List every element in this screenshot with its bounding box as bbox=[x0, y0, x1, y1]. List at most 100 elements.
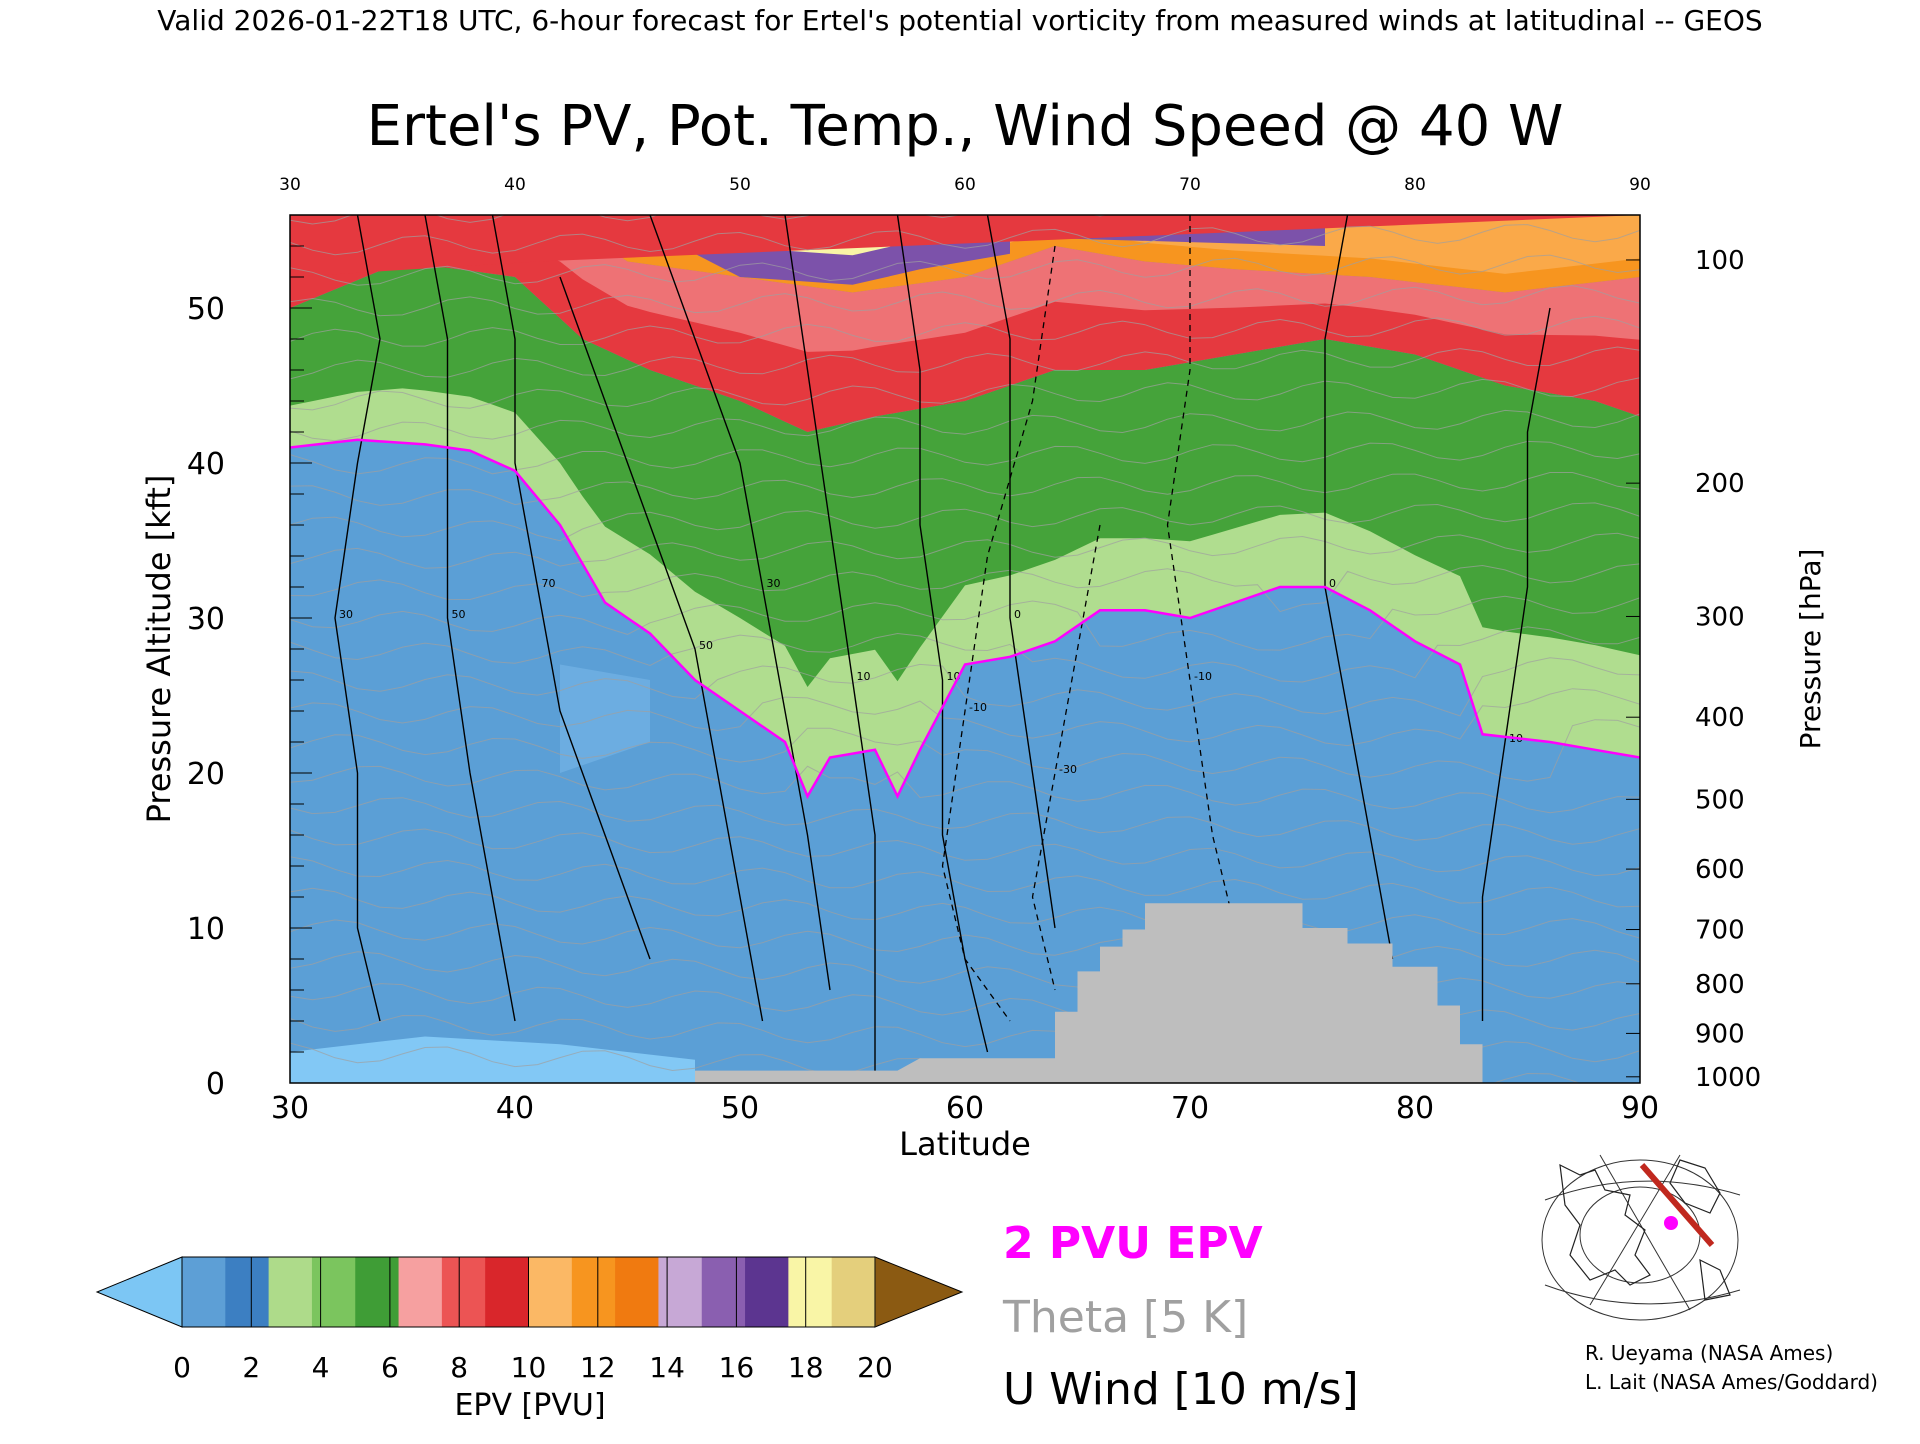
theta-contour bbox=[290, 532, 1640, 569]
u-wind-contour-label: 70 bbox=[542, 577, 556, 590]
colorbar: 0 2 4 6 8 10 12 14 16 18 20 bbox=[95, 1256, 964, 1384]
y-axis-label: Pressure Altitude [kft] bbox=[140, 475, 178, 824]
theta-contour bbox=[290, 828, 1640, 877]
pressure-tick-label: 100 bbox=[1695, 246, 1745, 276]
x-tick-label: 60 bbox=[946, 1091, 984, 1126]
colorbar-segment bbox=[182, 1257, 226, 1327]
u-wind-contour bbox=[649, 215, 831, 991]
u-wind-contour-label: 0 bbox=[1014, 608, 1021, 621]
theta-contour bbox=[290, 719, 1640, 782]
colorbar-tick-label: 10 bbox=[511, 1351, 547, 1384]
colorbar-segment bbox=[528, 1257, 573, 1327]
terrain-mask bbox=[695, 903, 1483, 1083]
pressure-tick-label: 300 bbox=[1695, 602, 1745, 632]
y-tick-label: 40 bbox=[187, 447, 225, 482]
x-tick-label-top: 50 bbox=[729, 175, 751, 195]
right-axis-label: Pressure [hPa] bbox=[1794, 549, 1827, 750]
u-wind-contour bbox=[1481, 307, 1551, 1021]
valid-line: Valid 2026-01-22T18 UTC, 6-hour forecast… bbox=[157, 4, 1762, 37]
colorbar-segment bbox=[701, 1257, 746, 1327]
x-axis-label: Latitude bbox=[899, 1125, 1031, 1163]
u-wind-contour-label: 0 bbox=[1329, 577, 1336, 590]
colorbar-tick-label: 14 bbox=[649, 1351, 685, 1384]
x-tick-label-top: 90 bbox=[1629, 175, 1651, 195]
map-grid-ring bbox=[1541, 1159, 1739, 1321]
transition-band bbox=[290, 261, 1640, 797]
colorbar-tick-label: 12 bbox=[580, 1351, 616, 1384]
colorbar-tick-label: 20 bbox=[857, 1351, 893, 1384]
u-wind-contour-label: 10 bbox=[857, 670, 871, 683]
theta-contour bbox=[290, 856, 1640, 908]
colorbar-tick-label: 18 bbox=[788, 1351, 824, 1384]
u-wind-contour-label: 50 bbox=[699, 639, 713, 652]
y-tick-label: 50 bbox=[187, 292, 225, 327]
u-wind-contour-label: 50 bbox=[452, 608, 466, 621]
theta-contour bbox=[290, 688, 1640, 747]
colorbar-low-arrow bbox=[95, 1256, 183, 1328]
theta-contour bbox=[290, 224, 1640, 256]
upper-left-red bbox=[290, 215, 1640, 277]
u-wind-contour-label: 30 bbox=[767, 577, 781, 590]
colorbar-segment bbox=[355, 1257, 400, 1327]
y-tick-label: 20 bbox=[187, 757, 225, 792]
colorbar-segment bbox=[745, 1257, 789, 1327]
chart-title: Ertel's PV, Pot. Temp., Wind Speed @ 40 … bbox=[367, 94, 1564, 159]
u-wind-contour-label: -30 bbox=[1059, 763, 1077, 776]
pressure-tick-label: 900 bbox=[1695, 1019, 1745, 1049]
colorbar-segment bbox=[398, 1257, 443, 1327]
map-marker bbox=[1664, 1216, 1678, 1230]
theta-contour bbox=[290, 919, 1640, 967]
x-tick-label: 30 bbox=[271, 1091, 309, 1126]
pressure-tick-label: 500 bbox=[1695, 785, 1745, 815]
pressure-tick-label: 400 bbox=[1695, 703, 1745, 733]
colorbar-tick-label: 6 bbox=[381, 1351, 399, 1384]
colorbar-label: EPV [PVU] bbox=[454, 1388, 605, 1423]
colorbar-tick-label: 8 bbox=[450, 1351, 468, 1384]
u-wind-contour bbox=[491, 215, 651, 960]
x-tick-label: 50 bbox=[721, 1091, 759, 1126]
surface-low-pv-patch bbox=[290, 1036, 695, 1083]
theta-contour bbox=[290, 254, 1640, 286]
map-track-line bbox=[1639, 1163, 1715, 1247]
map-coastlines bbox=[1559, 1159, 1731, 1301]
legend-u: U Wind [10 m/s] bbox=[1003, 1364, 1359, 1415]
x-tick-label-top: 40 bbox=[504, 175, 526, 195]
theta-contour bbox=[290, 285, 1640, 317]
colorbar-segment bbox=[441, 1257, 486, 1327]
legend-pv: 2 PVU EPV bbox=[1003, 1218, 1263, 1269]
x-tick-label: 80 bbox=[1396, 1091, 1434, 1126]
theta-contour bbox=[290, 887, 1640, 939]
x-tick-label-top: 70 bbox=[1179, 175, 1201, 195]
x-tick-label: 40 bbox=[496, 1091, 534, 1126]
colorbar-tick-label: 2 bbox=[242, 1351, 260, 1384]
credit-line-1: R. Ueyama (NASA Ames) bbox=[1585, 1341, 1833, 1365]
u-wind-dashed-contour bbox=[1166, 215, 1236, 929]
theta-contour bbox=[290, 657, 1640, 717]
y-tick-label: 10 bbox=[187, 912, 225, 947]
colorbar-segment bbox=[788, 1257, 833, 1327]
u-wind-contour-label: -10 bbox=[1194, 670, 1212, 683]
y-tick-label: 0 bbox=[206, 1067, 225, 1102]
x-tick-label: 70 bbox=[1171, 1091, 1209, 1126]
map-graticule bbox=[1544, 1154, 1741, 1311]
theta-contour bbox=[290, 765, 1640, 814]
x-tick-label-top: 30 bbox=[279, 175, 301, 195]
pressure-tick-label: 700 bbox=[1695, 916, 1745, 946]
colorbar-frame bbox=[181, 1256, 876, 1328]
u-wind-dashed-contour bbox=[1031, 524, 1101, 991]
u-wind-contour bbox=[424, 215, 516, 1022]
y-tick-label: 30 bbox=[187, 602, 225, 637]
colorbar-segment bbox=[831, 1257, 876, 1327]
tropopause-2pvu-line bbox=[290, 438, 1640, 800]
pressure-tick-label: 600 bbox=[1695, 855, 1745, 885]
theta-contour bbox=[290, 563, 1640, 613]
colorbar-segment bbox=[485, 1257, 530, 1327]
theta-contour bbox=[290, 626, 1640, 683]
theta-contour bbox=[290, 315, 1640, 347]
pressure-tick-label: 800 bbox=[1695, 970, 1745, 1000]
colorbar-segment bbox=[225, 1257, 270, 1327]
u-wind-contour bbox=[559, 276, 764, 1022]
